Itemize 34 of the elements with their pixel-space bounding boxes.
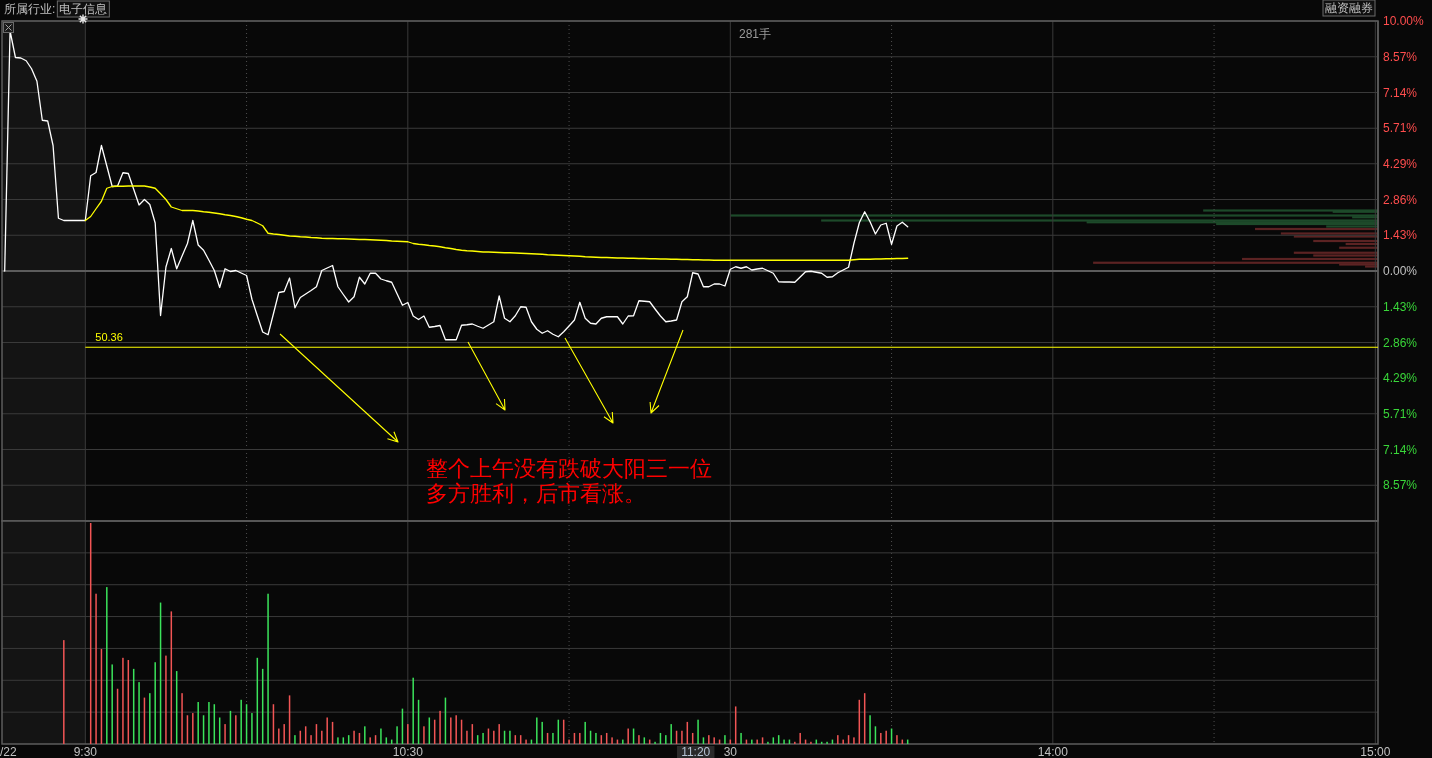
y-tick-label: 5.71% xyxy=(1383,121,1418,136)
annotation: 整个上午没有跌破大阳三一位 xyxy=(426,456,712,481)
x-tick-label: 10:30 xyxy=(392,745,424,758)
bar xyxy=(1242,257,1379,261)
y-tick-label: 1.43% xyxy=(1383,228,1418,243)
y-tick-label: 4.29% xyxy=(1383,156,1418,171)
annotation: 多方胜利，后市看涨。 xyxy=(426,481,646,506)
x-tick-label: 14:00 xyxy=(1037,745,1069,758)
text: 融资融券 xyxy=(1325,1,1373,15)
x-tick-label: /22 xyxy=(0,745,18,758)
bar xyxy=(730,214,1378,217)
line-series xyxy=(84,185,909,261)
y-tick-label: 7.14% xyxy=(1383,442,1418,457)
text: 11:20 xyxy=(681,745,711,758)
y-tick-label: 8.57% xyxy=(1383,49,1418,64)
bar xyxy=(821,219,1378,222)
annotation: 281手 xyxy=(738,27,772,41)
text: 所属行业: xyxy=(4,2,56,16)
y-tick-label: 10.00% xyxy=(1383,14,1425,28)
y-tick-label: 0.00% xyxy=(1383,264,1418,278)
x-tick-label: 15:00 xyxy=(1360,745,1391,758)
y-tick-label: 2.86% xyxy=(1383,192,1418,207)
x-tick-label: 9:30 xyxy=(73,745,98,758)
y-tick-label: 7.14% xyxy=(1383,85,1418,100)
y-tick-label: 5.71% xyxy=(1383,406,1418,421)
text: 电子信息 xyxy=(59,2,108,16)
annotation: 50.36 xyxy=(95,331,123,344)
y-tick-label: 2.86% xyxy=(1383,335,1418,350)
y-tick-label: 8.57% xyxy=(1383,478,1418,493)
x-tick-label: 30 xyxy=(723,745,738,758)
y-tick-label: 4.29% xyxy=(1383,371,1418,386)
bar xyxy=(1280,232,1379,235)
bar xyxy=(1203,209,1379,212)
y-tick-label: 1.43% xyxy=(1383,299,1418,314)
